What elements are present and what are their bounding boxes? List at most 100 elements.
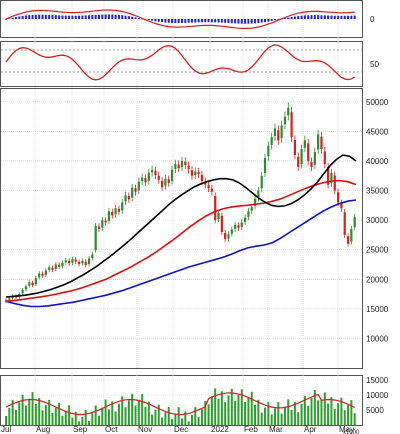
volume-bar: [214, 388, 217, 425]
x-tick-label: Feb: [244, 425, 258, 434]
volume-bar: [161, 417, 164, 425]
candle-body: [227, 234, 230, 239]
candle-body: [117, 208, 121, 212]
macd-hist-bar: [227, 19, 230, 24]
candle-body: [44, 270, 47, 275]
macd-hist-bar: [31, 14, 34, 19]
volume-bar: [151, 414, 154, 425]
volume-bar: [217, 398, 220, 425]
candle-body: [151, 169, 154, 173]
volume-bar: [8, 407, 11, 425]
candle-body: [28, 282, 31, 286]
candle-body: [234, 224, 237, 229]
candle-body: [8, 298, 11, 300]
volume-bar: [290, 409, 293, 425]
volume-bar: [283, 406, 286, 425]
candle-body: [336, 192, 340, 203]
volume-bar: [58, 402, 61, 425]
candle-body: [243, 217, 247, 222]
macd-hist-bar: [300, 15, 303, 19]
candle-body: [134, 188, 137, 192]
x-tick-label: Apr: [304, 425, 317, 434]
macd-hist-bar: [81, 15, 84, 19]
candle-body: [107, 211, 111, 221]
volume-bar: [320, 399, 323, 425]
volume-bar: [297, 412, 300, 425]
volume-bar: [230, 388, 233, 425]
volume-bar: [41, 410, 44, 425]
volume-bar: [31, 392, 34, 425]
macd-hist-bar: [34, 14, 37, 19]
volume-bar: [154, 409, 157, 425]
macd-hist-bar: [174, 19, 177, 24]
volume-bar: [327, 403, 330, 425]
candle-body: [114, 208, 117, 215]
x-tick-label: May: [339, 425, 354, 434]
volume-bar: [124, 407, 127, 425]
rsi-panel-frame: [0, 41, 363, 87]
price-tick-label: 25000: [366, 246, 389, 255]
macd-hist-bar: [197, 19, 200, 23]
price-tick-label: 10000: [366, 334, 389, 343]
candle-body: [293, 139, 297, 156]
volume-bar: [68, 405, 71, 425]
volume-bar: [317, 400, 320, 425]
candle-body: [297, 156, 300, 167]
x-tick-label: 2022: [211, 425, 229, 434]
macd-hist-bar: [58, 15, 61, 19]
candle-body: [290, 112, 293, 138]
volume-bar: [210, 396, 213, 425]
volume-bar: [28, 398, 31, 425]
macd-hist-bar: [151, 19, 154, 21]
candle-body: [320, 136, 323, 150]
macd-hist-bar: [147, 19, 150, 21]
candle-body: [104, 220, 107, 223]
candle-body: [137, 181, 140, 191]
candle-body: [267, 146, 270, 157]
ma-mid-line: [5, 179, 357, 302]
volume-bar: [337, 403, 340, 425]
candle-body: [124, 195, 127, 202]
volume-bar: [107, 409, 110, 425]
x-tick-label: Sep: [73, 425, 88, 434]
grid-layer: [1, 1, 362, 425]
x-tick-label: Nov: [138, 425, 152, 434]
candle-body: [71, 259, 74, 263]
candle-body: [84, 261, 87, 266]
macd-hist-bar: [38, 14, 41, 19]
volume-bar: [51, 412, 54, 425]
macd-hist-bar: [247, 19, 250, 24]
volume-bar: [48, 399, 51, 425]
macd-hist-bar: [283, 18, 286, 19]
macd-hist-bar: [171, 19, 174, 23]
volume-bar: [54, 407, 57, 425]
axis-labels: Jul Aug Sep Oct Nov Dec 2022 Feb Mar Apr May 50000 4…: [1, 98, 389, 434]
macd-hist-bar: [127, 16, 130, 19]
macd-hist-bar: [293, 16, 296, 19]
macd-hist-bar: [161, 19, 164, 23]
candle-body: [300, 149, 303, 165]
macd-hist-bar: [277, 19, 280, 20]
macd-hist-bar: [297, 16, 300, 19]
macd-hist-bar: [343, 15, 346, 19]
candle-body: [184, 161, 187, 166]
volume-bar: [157, 404, 160, 425]
volume-bar: [273, 408, 276, 425]
x-tick-label: Mar: [269, 425, 283, 434]
macd-hist-bar: [51, 15, 54, 19]
volume-bar: [287, 399, 290, 425]
volume-bar: [171, 419, 174, 425]
macd-hist-bar: [290, 17, 293, 19]
volume-bar: [313, 389, 316, 425]
macd-hist-bar: [210, 19, 213, 23]
candle-body: [317, 134, 320, 150]
macd-signal-line: [5, 9, 355, 29]
volume-bar: [347, 405, 350, 425]
candle-body: [340, 203, 343, 209]
candle-body: [48, 267, 51, 270]
candle-body: [273, 128, 277, 136]
macd-hist-bar: [264, 19, 267, 23]
x-tick-label: Jul: [1, 425, 11, 434]
candle-body: [210, 188, 213, 192]
volume-bar: [277, 402, 280, 425]
